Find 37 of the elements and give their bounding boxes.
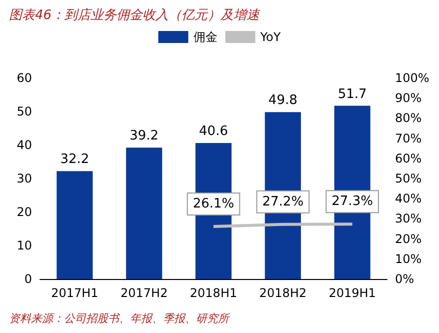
x-tick-label: 2018H2 bbox=[259, 286, 306, 300]
y2-tick-label: 80% bbox=[395, 111, 422, 126]
y-tick-label: 0 bbox=[24, 272, 32, 286]
y2-tick-label: 90% bbox=[395, 91, 422, 106]
data-label: 27.2% bbox=[262, 194, 304, 210]
data-label: 39.2 bbox=[130, 128, 159, 144]
bar bbox=[126, 148, 162, 279]
data-label: 49.8 bbox=[268, 93, 298, 108]
data-label: 27.3% bbox=[332, 194, 373, 210]
legend-label: 佣金 bbox=[193, 30, 218, 44]
text: 资料来源：公司招股书、年报、季报、研究所 bbox=[9, 312, 231, 325]
x-tick-label: 2017H2 bbox=[120, 286, 168, 300]
chart-title: 图表46：到店业务佣金收入（亿元）及增速 bbox=[9, 7, 261, 23]
y2-tick-label: 40% bbox=[395, 192, 422, 206]
y2-tick-label: 0% bbox=[395, 272, 414, 286]
y2-tick-label: 50% bbox=[395, 172, 422, 186]
x-tick-label: 2019H1 bbox=[328, 286, 376, 300]
y2-tick-label: 10% bbox=[395, 252, 422, 266]
x-tick-label: 2018H1 bbox=[190, 286, 238, 300]
y-tick-label: 20 bbox=[16, 205, 32, 219]
y2-tick-label: 100% bbox=[395, 71, 430, 85]
y-tick-label: 50 bbox=[16, 104, 32, 118]
data-label: 26.1% bbox=[192, 196, 234, 212]
data-label: 32.2 bbox=[60, 152, 90, 168]
y-tick-label: 10 bbox=[16, 238, 32, 252]
y-tick-label: 60 bbox=[16, 71, 32, 85]
bar bbox=[56, 171, 93, 279]
data-label: 51.7 bbox=[338, 86, 367, 102]
y2-tick-label: 60% bbox=[395, 151, 422, 166]
data-label: 40.6 bbox=[199, 124, 228, 139]
y2-tick-label: 70% bbox=[395, 131, 422, 146]
legend-label: YoY bbox=[259, 30, 282, 44]
y-tick-label: 30 bbox=[16, 172, 32, 186]
x-tick-label: 2017H1 bbox=[51, 286, 98, 300]
y2-tick-label: 30% bbox=[395, 212, 422, 226]
y-tick-label: 40 bbox=[16, 138, 32, 152]
y2-tick-label: 20% bbox=[395, 232, 422, 246]
